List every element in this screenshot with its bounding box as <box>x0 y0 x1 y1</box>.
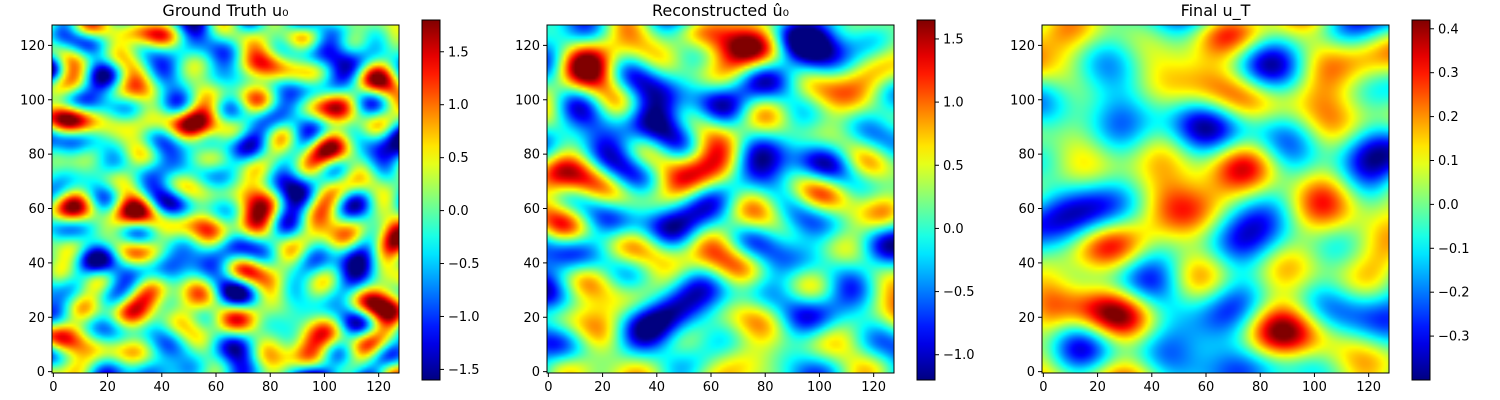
x-tick-label: 0 <box>1039 380 1047 395</box>
colorbar-tick-label: 0.4 <box>1438 22 1459 37</box>
y-tick-label: 20 <box>1018 311 1035 326</box>
heatmap-container <box>51 24 400 374</box>
x-tick-label: 20 <box>99 380 116 395</box>
plot-frame <box>546 24 895 374</box>
y-tick-label: 120 <box>515 39 540 54</box>
x-tick-label: 100 <box>807 380 832 395</box>
colorbar-tick-label: −1.0 <box>943 348 975 363</box>
x-tick-label: 60 <box>703 380 720 395</box>
colorbar-tick-label: 1.0 <box>448 98 469 113</box>
colorbar-tick-label: −0.5 <box>448 257 480 272</box>
y-tick-label: 20 <box>28 311 45 326</box>
x-tick-label: 0 <box>49 380 57 395</box>
colorbar-tick-label: 0.0 <box>943 222 964 237</box>
y-tick-label: 60 <box>523 202 540 217</box>
panel-title: Ground Truth u₀ <box>162 1 288 20</box>
panel-title: Final u_T <box>1181 1 1251 21</box>
x-tick-label: 80 <box>1252 380 1269 395</box>
colorbar-tick-label: −0.2 <box>1438 286 1470 301</box>
colorbar-tick-label: 0.5 <box>448 151 469 166</box>
colorbar-tick-label: 0.0 <box>1438 198 1459 213</box>
y-ticks: 0 20 40 60 80 100 120 <box>20 39 52 380</box>
colorbar-gradient <box>421 19 441 381</box>
x-tick-label: 40 <box>1144 380 1161 395</box>
colorbar-tick-label: 0.2 <box>1438 110 1459 125</box>
panel-title: Reconstructed û₀ <box>652 1 789 20</box>
colorbar-tick-label: 1.5 <box>943 32 964 47</box>
colorbar: −0.3 −0.2 −0.1 0.0 0.1 0.2 0.3 0.4 <box>1411 19 1470 381</box>
y-tick-label: 0 <box>532 365 540 380</box>
colorbar-tick-label: 0.3 <box>1438 66 1459 81</box>
panel-ground-truth: Ground Truth u₀ 0 20 40 60 80 100 120 0 20 40 60 8… <box>20 1 479 395</box>
colorbar-tick-label: 1.5 <box>448 45 469 60</box>
heatmap-image <box>547 25 894 373</box>
colorbar-tick-label: −1.5 <box>448 363 480 378</box>
colorbar: −1.5 −1.0 −0.5 0.0 0.5 1.0 1.5 <box>421 19 480 381</box>
heatmap-image <box>1042 25 1389 373</box>
colorbar-tick-label: −0.5 <box>943 285 975 300</box>
colorbar-tick-label: 0.1 <box>1438 154 1459 169</box>
y-tick-label: 120 <box>20 39 45 54</box>
y-tick-label: 80 <box>28 148 45 163</box>
colorbar: −1.0 −0.5 0.0 0.5 1.0 1.5 <box>916 19 975 381</box>
x-tick-label: 100 <box>312 380 337 395</box>
y-tick-label: 60 <box>28 202 45 217</box>
y-ticks: 0 20 40 60 80 100 120 <box>1010 39 1042 380</box>
y-tick-label: 0 <box>1027 365 1035 380</box>
x-ticks: 0 20 40 60 80 100 120 <box>544 373 886 395</box>
heatmap-image <box>52 25 399 373</box>
y-tick-label: 40 <box>28 256 45 271</box>
y-tick-label: 100 <box>20 93 45 108</box>
plot-frame <box>1041 24 1390 374</box>
y-tick-label: 100 <box>515 93 540 108</box>
y-tick-label: 100 <box>1010 93 1035 108</box>
y-ticks: 0 20 40 60 80 100 120 <box>515 39 547 380</box>
x-tick-label: 40 <box>154 380 171 395</box>
colorbar-gradient <box>916 19 936 381</box>
x-tick-label: 60 <box>1198 380 1215 395</box>
x-tick-label: 120 <box>1356 380 1381 395</box>
panel-final: Final u_T 0 20 40 60 80 100 120 0 20 40 60 80 100 12… <box>1010 1 1469 395</box>
colorbar-tick-label: −0.1 <box>1438 242 1470 257</box>
x-tick-label: 40 <box>649 380 666 395</box>
x-tick-label: 60 <box>208 380 225 395</box>
y-tick-label: 40 <box>523 256 540 271</box>
x-tick-label: 80 <box>757 380 774 395</box>
x-tick-label: 100 <box>1302 380 1327 395</box>
colorbar-tick-label: 1.0 <box>943 96 964 111</box>
colorbar-gradient <box>1411 19 1431 381</box>
plot-frame <box>51 24 400 374</box>
colorbar-tick-label: −1.0 <box>448 310 480 325</box>
heatmap-container <box>1041 24 1390 374</box>
colorbar-tick-label: −0.3 <box>1438 330 1470 345</box>
x-ticks: 0 20 40 60 80 100 120 <box>49 373 391 395</box>
x-tick-label: 20 <box>1089 380 1106 395</box>
panel-reconstructed: Reconstructed û₀ 0 20 40 60 80 100 120 0 20 40 60… <box>515 1 974 395</box>
x-tick-label: 120 <box>366 380 391 395</box>
x-tick-label: 0 <box>544 380 552 395</box>
y-tick-label: 80 <box>1018 148 1035 163</box>
y-tick-label: 120 <box>1010 39 1035 54</box>
x-tick-label: 120 <box>861 380 886 395</box>
x-ticks: 0 20 40 60 80 100 120 <box>1039 373 1381 395</box>
y-tick-label: 40 <box>1018 256 1035 271</box>
colorbar-tick-label: 0.0 <box>448 204 469 219</box>
y-tick-label: 20 <box>523 311 540 326</box>
y-tick-label: 0 <box>37 365 45 380</box>
colorbar-tick-label: 0.5 <box>943 159 964 174</box>
x-tick-label: 20 <box>594 380 611 395</box>
heatmap-container <box>546 24 895 374</box>
x-tick-label: 80 <box>262 380 279 395</box>
y-tick-label: 80 <box>523 148 540 163</box>
y-tick-label: 60 <box>1018 202 1035 217</box>
